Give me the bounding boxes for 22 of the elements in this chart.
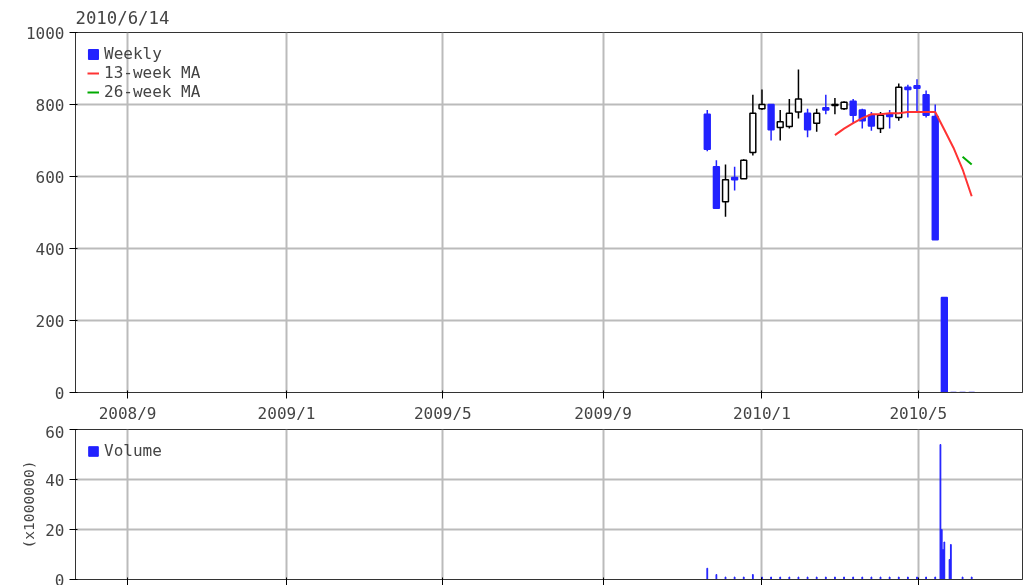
y-tick-label: 200 <box>35 311 65 331</box>
legend-label: 26-week MA <box>104 82 201 101</box>
legend-label: Weekly <box>104 44 162 63</box>
y-tick-label: 600 <box>35 167 65 187</box>
y-tick-label: 800 <box>35 95 65 115</box>
y-tick-label: 20 <box>45 520 65 540</box>
x-tick-label: 2009/5 <box>413 403 472 423</box>
legend-label: Volume <box>104 441 162 460</box>
y-tick-label: 1000 <box>25 23 65 43</box>
y-axis-title: (x1000000) <box>20 460 38 549</box>
x-tick-label: 2009/1 <box>257 403 316 423</box>
chart-title: 2010/6/14 <box>75 7 170 28</box>
y-tick-label: 0 <box>54 570 65 588</box>
x-tick-label: 2008/9 <box>98 403 157 423</box>
x-tick-label: 2010/1 <box>733 403 791 423</box>
y-tick-label: 0 <box>54 383 65 403</box>
x-tick-label: 2010/5 <box>889 403 948 423</box>
x-tick-label: 2009/9 <box>574 403 632 423</box>
legend-label: 13-week MA <box>104 63 201 82</box>
y-tick-label: 60 <box>45 422 65 442</box>
y-tick-label: 400 <box>35 239 65 259</box>
y-tick-label: 40 <box>45 470 65 490</box>
